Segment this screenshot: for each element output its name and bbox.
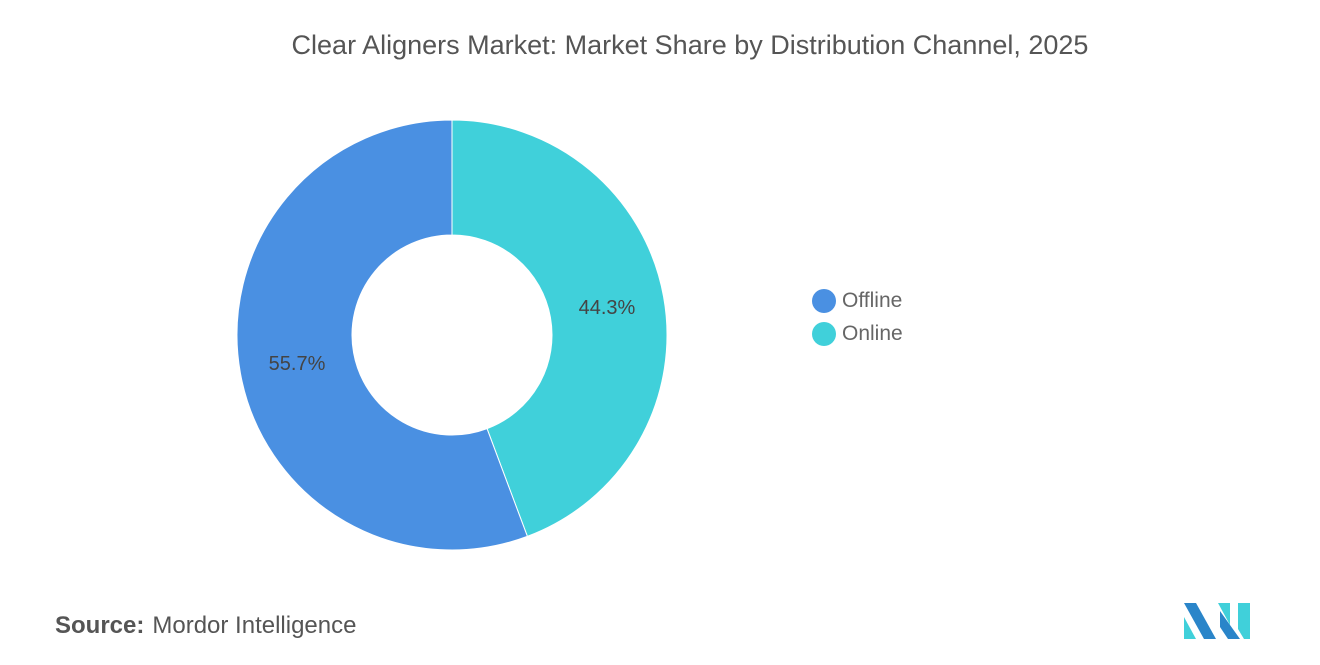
data-label-offline: 55.7%	[269, 353, 326, 375]
legend-label: Offline	[842, 288, 903, 312]
legend-item-online[interactable]: Online	[812, 317, 903, 350]
data-label-online: 44.3%	[579, 297, 636, 319]
legend-swatch-online	[812, 321, 836, 346]
legend: Offline Online	[812, 284, 903, 350]
legend-swatch-offline	[812, 288, 836, 313]
source-label: Source:	[55, 612, 145, 639]
slice-offline[interactable]	[236, 119, 529, 551]
chart-title: Clear Aligners Market: Market Share by D…	[291, 30, 1089, 60]
mordor-logo-icon	[1184, 603, 1250, 639]
slice-online[interactable]	[451, 119, 668, 538]
source-note: Source: Mordor Intelligence	[55, 612, 356, 640]
legend-label: Online	[842, 321, 903, 345]
source-value: Mordor Intelligence	[152, 612, 357, 639]
legend-item-offline[interactable]: Offline	[812, 284, 903, 317]
